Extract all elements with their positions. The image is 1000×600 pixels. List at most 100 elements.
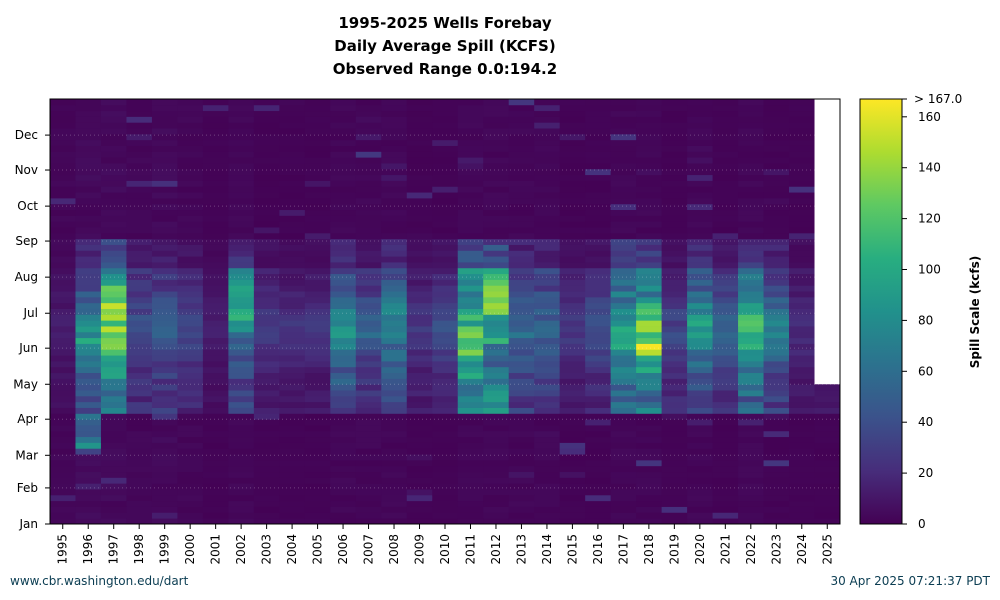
heatmap-cell [406, 302, 433, 309]
heatmap-cell [151, 227, 178, 234]
heatmap-cell [534, 168, 561, 176]
heatmap-cell [661, 430, 688, 438]
heatmap-cell [636, 267, 663, 275]
heatmap-cell [228, 390, 255, 397]
heatmap-cell [330, 512, 357, 519]
heatmap-cell [330, 337, 357, 344]
heatmap-cell [100, 250, 127, 257]
heatmap-cell [687, 267, 714, 275]
heatmap-cell [381, 145, 408, 152]
heatmap-cell [432, 279, 459, 286]
heatmap-cell [457, 262, 484, 269]
heatmap-cell [712, 174, 739, 181]
heatmap-cell [50, 331, 76, 339]
heatmap-cell [75, 343, 102, 350]
heatmap-cell [228, 378, 255, 385]
heatmap-cell [253, 331, 280, 339]
heatmap-cell [355, 314, 382, 321]
heatmap-cell [457, 151, 484, 158]
heatmap-cell [126, 349, 153, 356]
heatmap-cell [75, 139, 102, 146]
heatmap-cell [814, 430, 841, 438]
heatmap-cell [712, 419, 739, 426]
colorbar-tick-label: 120 [918, 212, 941, 226]
heatmap-cell [661, 273, 688, 280]
heatmap-cell [432, 366, 459, 374]
heatmap-cell [279, 128, 306, 135]
heatmap-cell [661, 518, 688, 525]
heatmap-cell [75, 209, 102, 216]
heatmap-cell [406, 157, 433, 164]
heatmap-cell [687, 122, 714, 129]
heatmap-cell [636, 232, 663, 240]
heatmap-cell [636, 192, 663, 199]
heatmap-cell [559, 186, 586, 193]
heatmap-cell [304, 244, 331, 251]
heatmap-cell [432, 262, 459, 269]
heatmap-cell [738, 192, 765, 199]
heatmap-cell [712, 133, 739, 141]
heatmap-cell [432, 448, 459, 455]
heatmap-cell [50, 244, 76, 251]
heatmap-cell [483, 250, 510, 257]
heatmap-cell [279, 337, 306, 344]
heatmap-cell [636, 168, 663, 176]
heatmap-cell [304, 157, 331, 164]
heatmap-cell [75, 483, 102, 490]
heatmap-cell [483, 174, 510, 181]
heatmap-cell [177, 244, 204, 251]
heatmap-cell [151, 273, 178, 280]
heatmap-cell [279, 442, 306, 449]
heatmap-cell [585, 192, 612, 199]
heatmap-cell [202, 331, 229, 339]
heatmap-cell [100, 355, 127, 362]
heatmap-cell [355, 442, 382, 449]
heatmap-cell [687, 238, 714, 245]
heatmap-cell [610, 157, 637, 164]
heatmap-cell [126, 139, 153, 146]
heatmap-cell [355, 227, 382, 234]
heatmap-cell [763, 238, 790, 245]
heatmap-cell [202, 454, 229, 461]
heatmap-cell [483, 425, 510, 432]
heatmap-cell [636, 302, 663, 309]
heatmap-cell [279, 296, 306, 304]
heatmap-cell [202, 157, 229, 164]
heatmap-cell [789, 279, 816, 286]
heatmap-cell [636, 483, 663, 490]
heatmap-cell [534, 180, 561, 187]
heatmap-cell [126, 407, 153, 414]
heatmap-cell [228, 122, 255, 129]
heatmap-cell [151, 360, 178, 368]
heatmap-cell [687, 401, 714, 408]
heatmap-cell [355, 308, 382, 315]
heatmap-cell [712, 489, 739, 496]
heatmap-cell [661, 360, 688, 368]
heatmap-cell [330, 384, 357, 391]
heatmap-cell [763, 395, 790, 403]
heatmap-cell [279, 378, 306, 385]
heatmap-cell [355, 384, 382, 391]
heatmap-cell [279, 459, 306, 467]
heatmap-cell [763, 232, 790, 240]
heatmap-cell [126, 168, 153, 176]
heatmap-cell [559, 197, 586, 205]
heatmap-cell [712, 331, 739, 339]
heatmap-cell [712, 145, 739, 152]
heatmap-cell [738, 331, 765, 339]
heatmap-cell [432, 343, 459, 350]
heatmap-cell [483, 163, 510, 170]
heatmap-cell [355, 471, 382, 478]
heatmap-cell [381, 302, 408, 309]
colorbar-tick-label: 140 [918, 161, 941, 175]
heatmap-cell [355, 436, 382, 443]
heatmap-cell [687, 256, 714, 263]
heatmap-cell [636, 518, 663, 525]
heatmap-cell [406, 291, 433, 298]
heatmap-cell [355, 489, 382, 496]
heatmap-cell [126, 285, 153, 292]
heatmap-cell [330, 163, 357, 170]
heatmap-cell [789, 337, 816, 344]
heatmap-cell [789, 291, 816, 298]
heatmap-cell [50, 104, 76, 112]
